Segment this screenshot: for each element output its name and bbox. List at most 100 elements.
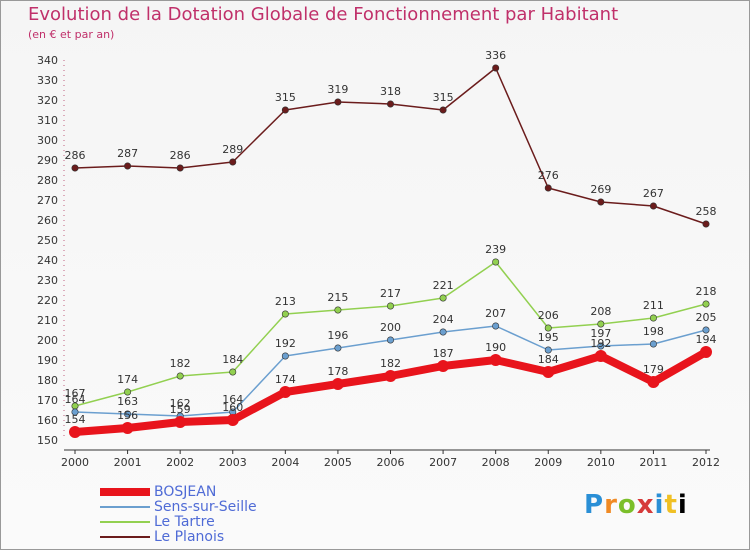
data-label-le-planois: 258 <box>696 205 717 218</box>
data-point-le-planois <box>439 106 447 114</box>
data-label-sens-sur-seille: 164 <box>222 393 243 406</box>
data-label-sens-sur-seille: 192 <box>275 337 296 350</box>
data-label-sens-sur-seille: 163 <box>117 395 138 408</box>
data-label-le-tartre: 221 <box>433 279 454 292</box>
data-point-le-planois <box>334 98 342 106</box>
data-point-bosjean <box>384 370 397 382</box>
data-label-le-planois: 289 <box>222 143 243 156</box>
data-point-bosjean <box>69 426 81 438</box>
y-tick-label: 240 <box>37 254 58 267</box>
data-point-le-tartre <box>597 320 605 328</box>
data-point-le-tartre <box>281 310 289 318</box>
data-label-sens-sur-seille: 198 <box>643 325 664 338</box>
data-point-le-tartre <box>124 388 132 396</box>
y-tick-label: 210 <box>37 314 58 327</box>
data-point-bosjean <box>542 366 555 378</box>
legend-label-le-planois: Le Planois <box>154 529 225 545</box>
data-label-le-tartre: 218 <box>696 285 717 298</box>
x-tick-label: 2005 <box>324 456 352 469</box>
data-label-le-tartre: 215 <box>327 291 348 304</box>
data-label-sens-sur-seille: 196 <box>327 329 348 342</box>
data-label-bosjean: 156 <box>117 409 138 422</box>
y-tick-label: 200 <box>37 334 58 347</box>
x-tick-label: 2001 <box>114 456 142 469</box>
data-point-bosjean <box>489 354 502 366</box>
data-point-le-tartre <box>649 314 657 322</box>
data-label-sens-sur-seille: 200 <box>380 321 401 334</box>
data-point-bosjean <box>437 360 450 372</box>
y-tick-label: 340 <box>37 54 58 67</box>
data-point-le-planois <box>702 220 710 228</box>
data-point-sens-sur-seille <box>124 410 132 418</box>
data-point-bosjean <box>226 414 239 426</box>
data-point-le-tartre <box>702 300 710 308</box>
data-label-le-tartre: 239 <box>485 243 506 256</box>
data-label-le-tartre: 174 <box>117 373 138 386</box>
y-tick-label: 250 <box>37 234 58 247</box>
x-tick-label: 2007 <box>429 456 457 469</box>
data-point-sens-sur-seille <box>544 346 552 354</box>
data-point-le-planois <box>124 162 132 170</box>
data-label-bosjean: 192 <box>590 337 611 350</box>
data-point-le-planois <box>544 184 552 192</box>
data-label-bosjean: 178 <box>327 365 348 378</box>
data-point-le-planois <box>71 164 79 172</box>
chart-subtitle: (en € et par an) <box>28 28 115 41</box>
data-point-le-tartre <box>229 368 237 376</box>
y-tick-label: 290 <box>37 154 58 167</box>
y-tick-label: 220 <box>37 294 58 307</box>
data-point-sens-sur-seille <box>386 336 394 344</box>
x-tick-label: 2000 <box>61 456 89 469</box>
data-label-sens-sur-seille: 195 <box>538 331 559 344</box>
data-label-le-planois: 276 <box>538 169 559 182</box>
y-tick-label: 310 <box>37 114 58 127</box>
data-label-sens-sur-seille: 197 <box>590 327 611 340</box>
data-label-le-tartre: 206 <box>538 309 559 322</box>
data-label-le-planois: 318 <box>380 85 401 98</box>
data-label-le-tartre: 167 <box>65 387 86 400</box>
data-point-sens-sur-seille <box>702 326 710 334</box>
data-label-le-tartre: 208 <box>590 305 611 318</box>
x-tick-label: 2004 <box>271 456 299 469</box>
data-point-le-planois <box>229 158 237 166</box>
data-point-sens-sur-seille <box>281 352 289 360</box>
x-tick-label: 2009 <box>534 456 562 469</box>
y-tick-label: 190 <box>37 354 58 367</box>
data-label-bosjean: 154 <box>65 413 86 426</box>
data-point-le-tartre <box>386 302 394 310</box>
y-tick-label: 270 <box>37 194 58 207</box>
y-tick-label: 150 <box>37 434 58 447</box>
data-point-le-tartre <box>176 372 184 380</box>
y-tick-label: 180 <box>37 374 58 387</box>
data-label-sens-sur-seille: 164 <box>65 393 86 406</box>
data-label-le-planois: 336 <box>485 49 506 62</box>
y-tick-label: 330 <box>37 74 58 87</box>
x-tick-label: 2006 <box>377 456 405 469</box>
y-tick-label: 260 <box>37 214 58 227</box>
data-label-le-planois: 286 <box>170 149 191 162</box>
x-tick-label: 2002 <box>166 456 194 469</box>
data-point-sens-sur-seille <box>334 344 342 352</box>
data-label-bosjean: 160 <box>222 401 243 414</box>
y-tick-label: 230 <box>37 274 58 287</box>
data-point-le-planois <box>597 198 605 206</box>
x-tick-label: 2003 <box>219 456 247 469</box>
data-point-le-tartre <box>334 306 342 314</box>
data-label-bosjean: 159 <box>170 403 191 416</box>
data-label-le-tartre: 217 <box>380 287 401 300</box>
x-tick-label: 2008 <box>482 456 510 469</box>
data-label-bosjean: 194 <box>696 333 717 346</box>
data-point-bosjean <box>594 350 607 362</box>
chart-title: Evolution de la Dotation Globale de Fonc… <box>28 4 619 25</box>
data-point-le-planois <box>176 164 184 172</box>
data-point-sens-sur-seille <box>439 328 447 336</box>
data-label-bosjean: 184 <box>538 353 559 366</box>
data-label-le-planois: 315 <box>433 91 454 104</box>
y-tick-label: 320 <box>37 94 58 107</box>
series-line-le-tartre <box>74 261 707 407</box>
data-label-sens-sur-seille: 162 <box>170 397 191 410</box>
data-label-bosjean: 179 <box>643 363 664 376</box>
legend-label-sens-sur-seille: Sens-sur-Seille <box>154 499 257 515</box>
